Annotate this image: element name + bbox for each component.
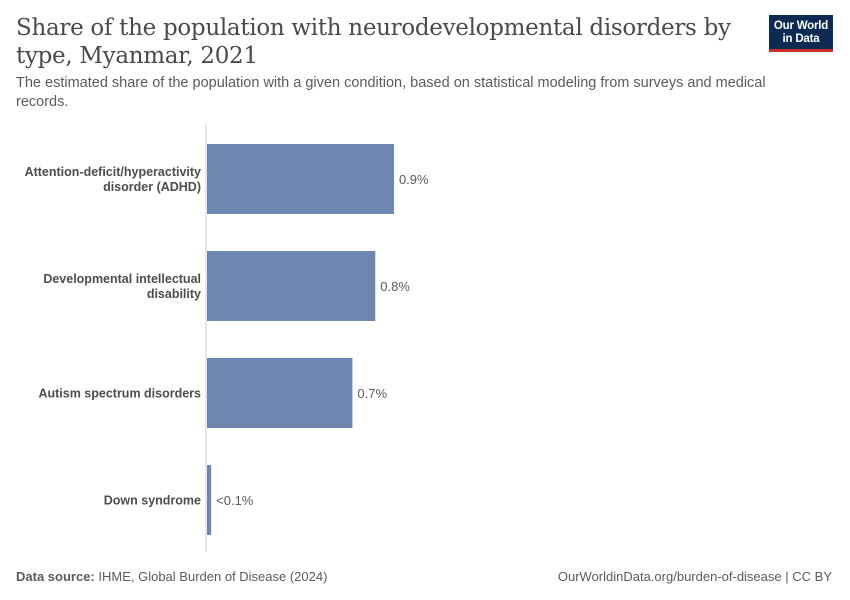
value-label-2: 0.7%: [357, 386, 387, 401]
data-source-text: IHME, Global Burden of Disease (2024): [98, 569, 328, 584]
footer-separator: |: [785, 569, 789, 584]
category-label-2: Autism spectrum disorders: [38, 387, 201, 401]
logo-line-1: Our World: [773, 20, 829, 32]
value-label-1: 0.8%: [380, 279, 410, 294]
data-source-label: Data source:: [16, 569, 95, 584]
value-label-3: <0.1%: [216, 493, 254, 508]
owid-logo[interactable]: Our World in Data: [769, 15, 833, 52]
category-label-0: Attention-deficit/hyperactivity disorder …: [25, 165, 201, 194]
category-label-3: Down syndrome: [104, 494, 201, 508]
value-label-0: 0.9%: [399, 172, 429, 187]
bar-0[interactable]: [207, 144, 394, 214]
chart-title: Share of the population with neurodevelo…: [16, 15, 731, 69]
category-label-line: Down syndrome: [104, 494, 201, 508]
data-source: Data source: IHME, Global Burden of Dise…: [16, 569, 327, 584]
bar-1[interactable]: [207, 251, 376, 321]
logo-line-2: in Data: [782, 33, 820, 45]
category-label-line: Autism spectrum disorders: [38, 387, 201, 401]
bar-3[interactable]: [207, 465, 212, 535]
license-link[interactable]: CC BY: [792, 569, 832, 584]
category-label-1: Developmental intellectual disability: [43, 272, 201, 301]
chart-subtitle: The estimated share of the population wi…: [16, 75, 766, 110]
footer-links: OurWorldinData.org/burden-of-disease | C…: [558, 569, 832, 584]
source-link[interactable]: OurWorldinData.org/burden-of-disease: [557, 569, 782, 584]
bar-2[interactable]: [207, 358, 353, 428]
category-label-line: disability: [147, 287, 201, 301]
category-label-line: disorder (ADHD): [103, 180, 201, 194]
category-label-line: Developmental intellectual: [43, 272, 201, 286]
category-label-line: Attention-deficit/hyperactivity: [25, 165, 201, 179]
